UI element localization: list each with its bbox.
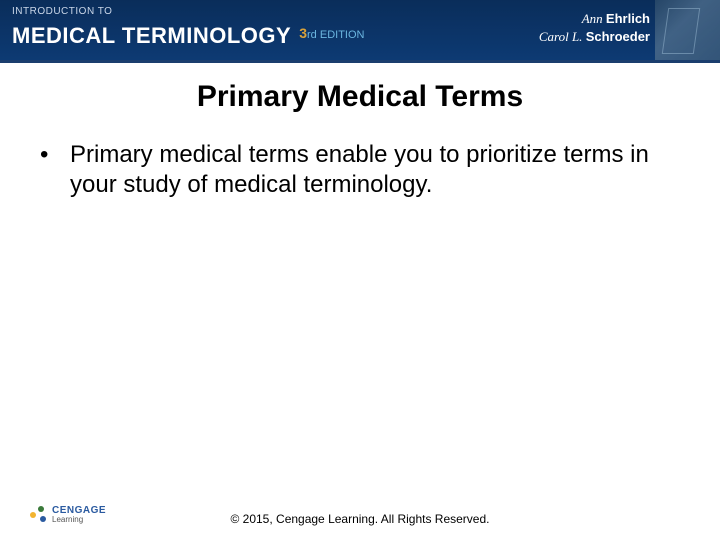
copyright-text: © 2015, Cengage Learning. All Rights Res…	[0, 512, 720, 526]
edition-label: 3rd EDITION	[299, 25, 364, 41]
edition-word: EDITION	[320, 29, 365, 41]
author-1-first: Ann	[582, 11, 603, 26]
author-2-first: Carol L.	[539, 29, 583, 44]
author-2-last: Schroeder	[586, 29, 650, 44]
slide-content: • Primary medical terms enable you to pr…	[0, 114, 720, 200]
author-2: Carol L. Schroeder	[539, 28, 650, 46]
header-underline	[0, 60, 720, 63]
edition-number: 3	[299, 25, 307, 41]
author-1-last: Ehrlich	[606, 11, 650, 26]
edition-suffix: rd	[307, 29, 317, 41]
footer: CENGAGE Learning © 2015, Cengage Learnin…	[0, 500, 720, 540]
bullet-item: • Primary medical terms enable you to pr…	[40, 140, 680, 200]
bullet-text: Primary medical terms enable you to prio…	[70, 140, 680, 200]
authors-block: Ann Ehrlich Carol L. Schroeder	[539, 10, 650, 46]
header-graphic	[655, 0, 720, 60]
author-1: Ann Ehrlich	[539, 10, 650, 28]
book-header: INTRODUCTION TO MEDICAL TERMINOLOGY 3rd …	[0, 0, 720, 60]
intro-label: INTRODUCTION TO	[12, 6, 112, 17]
slide-title: Primary Medical Terms	[0, 80, 720, 114]
book-title: MEDICAL TERMINOLOGY	[12, 23, 291, 49]
bullet-mark: •	[40, 140, 70, 200]
